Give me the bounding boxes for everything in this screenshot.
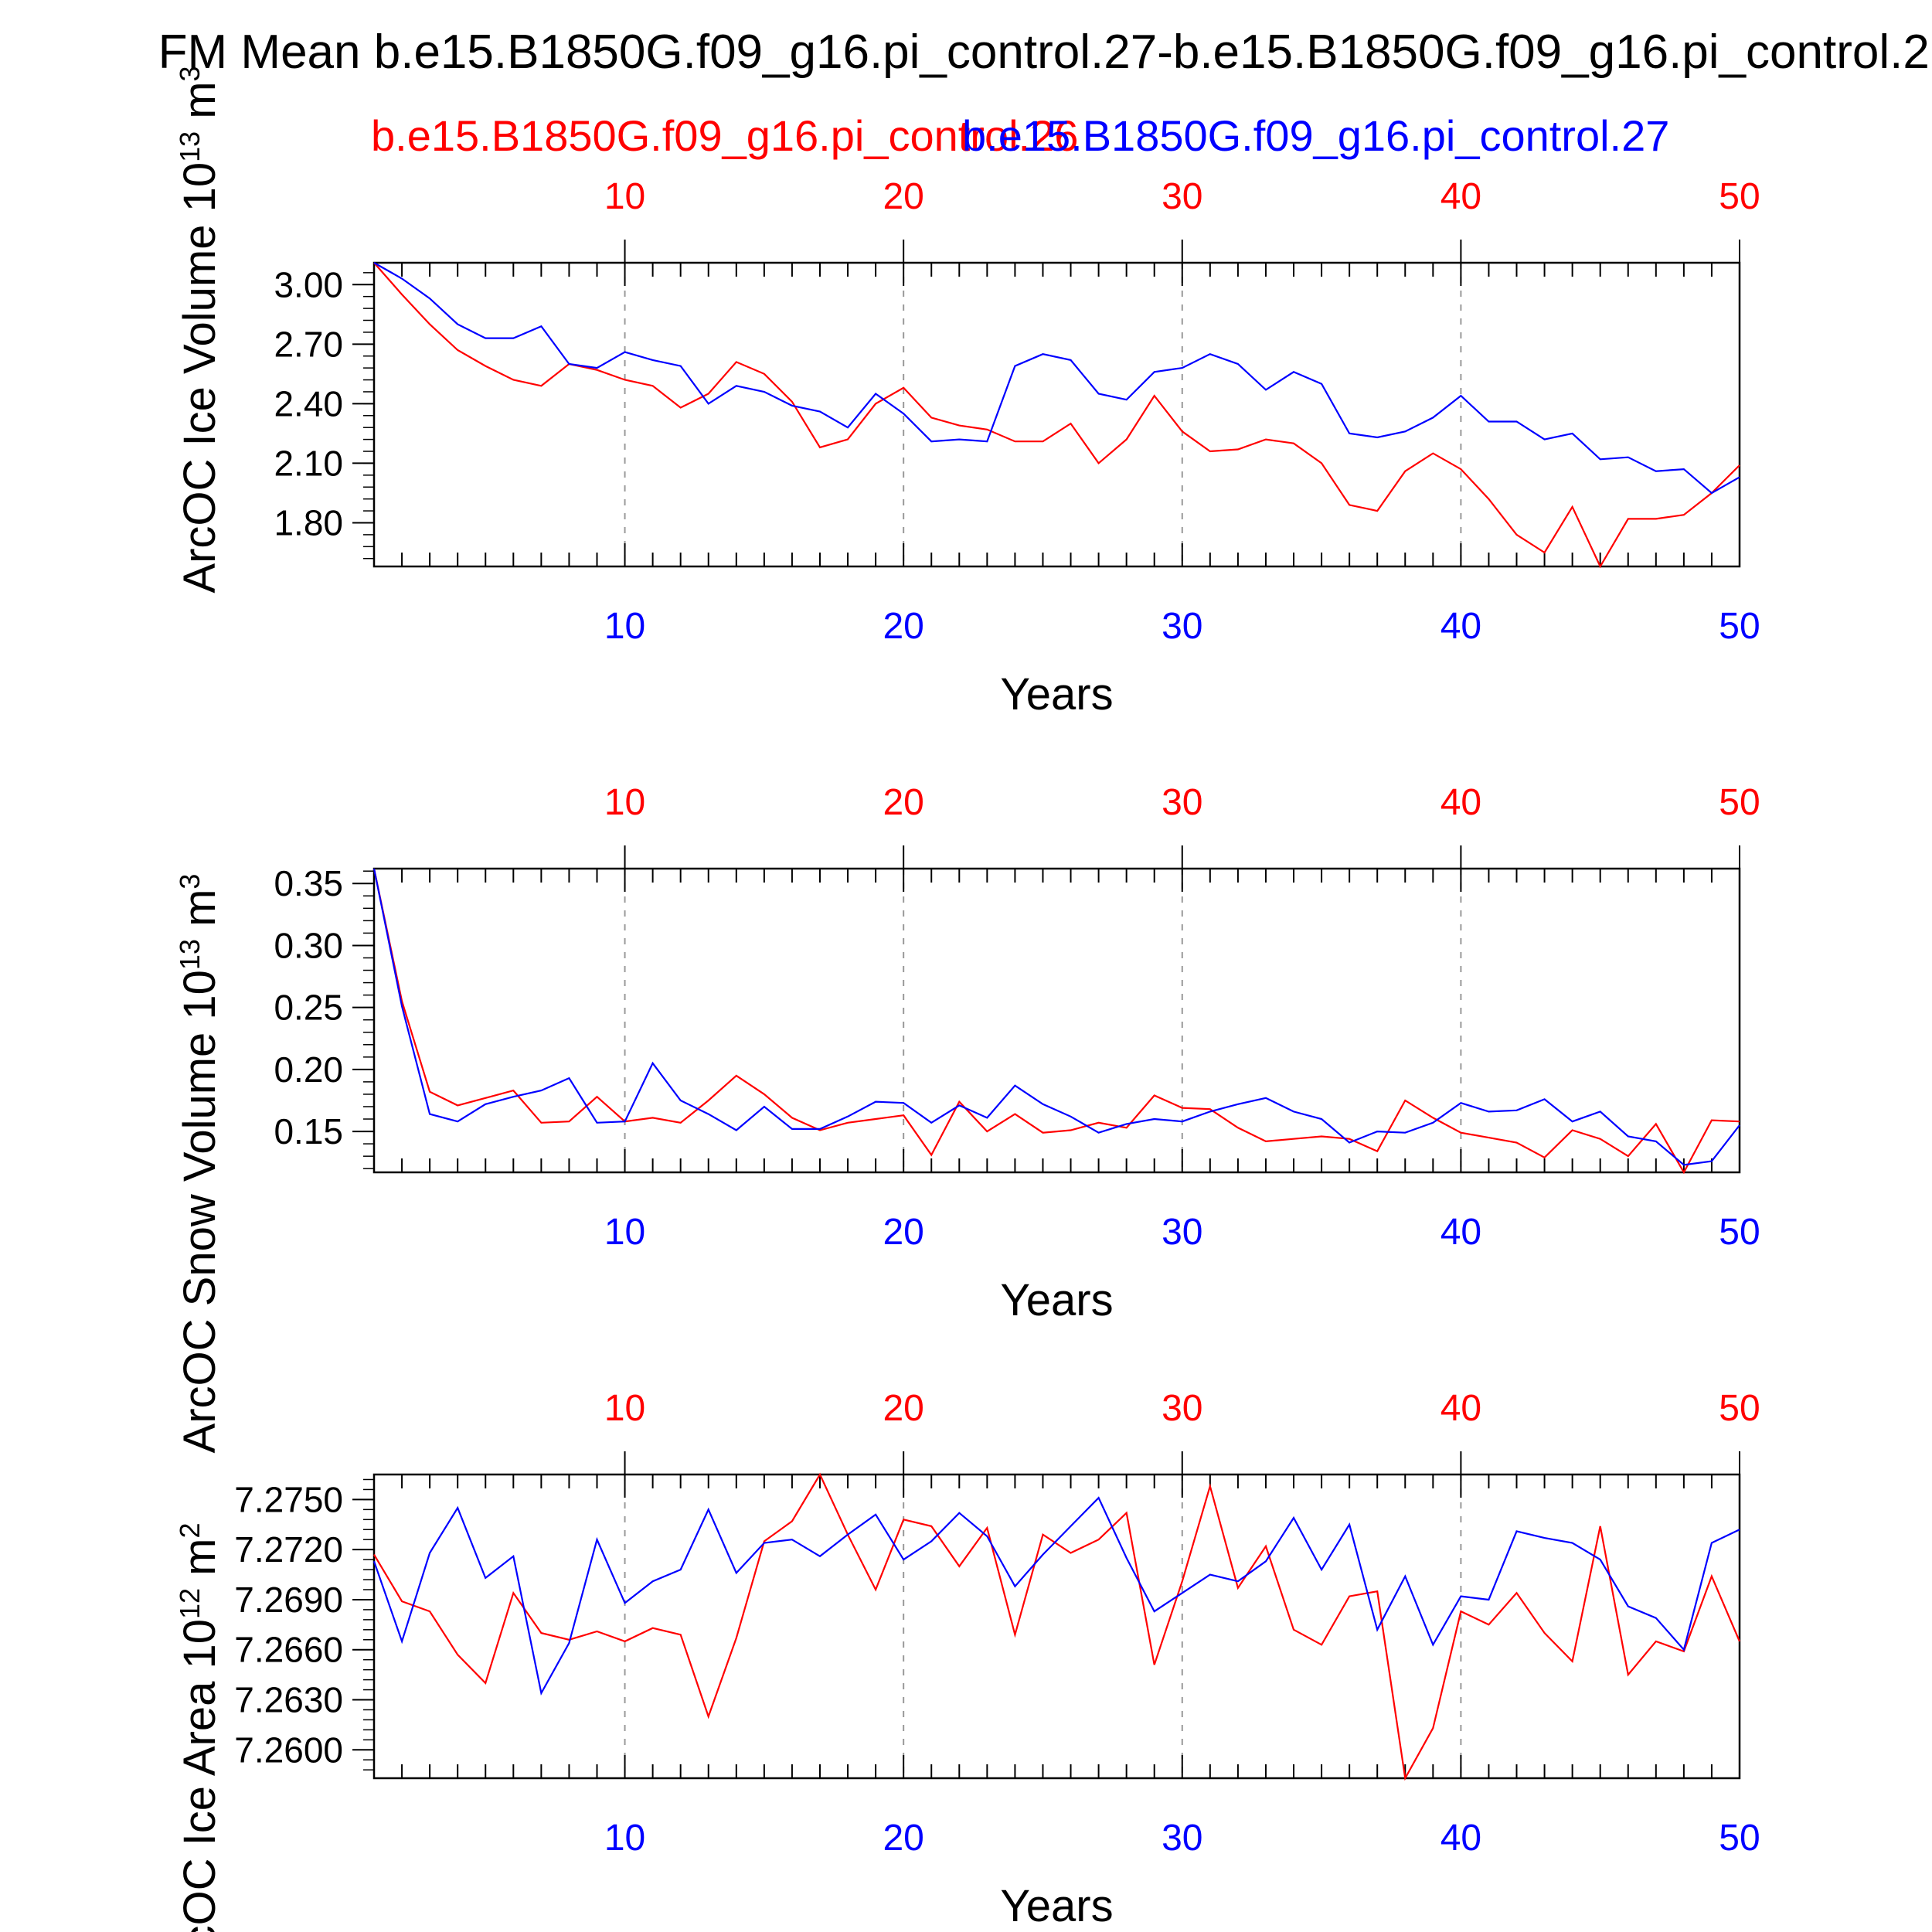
y-tick-label: 1.80 <box>274 502 343 543</box>
x-tick-label-top: 10 <box>604 1388 645 1429</box>
x-tick-label-top: 50 <box>1719 782 1760 823</box>
x-tick-label-top: 30 <box>1162 176 1202 217</box>
y-tick-label: 7.2690 <box>234 1580 343 1620</box>
x-tick-label-top: 50 <box>1719 176 1760 217</box>
y-axis-label: ArcOC Ice Area 1012 m2 <box>174 1522 226 1932</box>
y-tick-label: 3.00 <box>274 264 343 304</box>
x-tick-label-bottom: 10 <box>604 606 645 647</box>
x-tick-label-top: 40 <box>1440 782 1481 823</box>
x-tick-label-top: 30 <box>1162 1388 1202 1429</box>
y-tick-label: 2.10 <box>274 443 343 483</box>
x-axis-label: Years <box>1000 669 1113 719</box>
x-tick-label-top: 10 <box>604 176 645 217</box>
chart-panels: 10 10 20 20 30 30 40 40 50 50 3.00 2.70 2.40 2.10 1.80… <box>174 66 1760 1932</box>
y-tick-label: 7.2600 <box>234 1730 343 1770</box>
x-tick-label-bottom: 30 <box>1162 606 1202 647</box>
x-tick-label-bottom: 30 <box>1162 1818 1202 1859</box>
series-line-blue <box>373 262 1740 495</box>
y-axis-label: ArcOC Ice Volume 1013 m3 <box>174 66 226 593</box>
series-line-blue <box>372 868 1740 1166</box>
x-tick-label-top: 50 <box>1719 1388 1760 1429</box>
y-axis-label: ArcOC Snow Volume 1013 m3 <box>174 874 226 1454</box>
x-tick-label-bottom: 50 <box>1719 606 1760 647</box>
x-tick-label-bottom: 50 <box>1719 1212 1760 1253</box>
y-tick-label: 0.20 <box>274 1049 343 1090</box>
x-tick-label-bottom: 50 <box>1719 1818 1760 1859</box>
x-tick-label-top: 20 <box>883 176 923 217</box>
y-tick-label: 7.2660 <box>234 1630 343 1670</box>
series-line-blue <box>372 1496 1740 1696</box>
y-tick-label: 2.70 <box>274 324 343 364</box>
x-tick-label-top: 20 <box>883 1388 923 1429</box>
x-tick-label-top: 30 <box>1162 782 1202 823</box>
y-tick-label: 7.2750 <box>234 1479 343 1519</box>
plot-frame <box>372 1473 1741 1780</box>
x-tick-label-bottom: 10 <box>604 1212 645 1253</box>
x-tick-label-top: 40 <box>1440 176 1481 217</box>
plot-frame <box>372 261 1741 568</box>
x-tick-label-bottom: 20 <box>883 1818 923 1859</box>
y-tick-label: 2.40 <box>274 383 343 423</box>
x-tick-label-bottom: 10 <box>604 1818 645 1859</box>
x-tick-label-top: 10 <box>604 782 645 823</box>
x-tick-label-top: 20 <box>883 782 923 823</box>
series-line-red <box>372 868 1740 1175</box>
chart-title: FM Mean b.e15.B1850G.f09_g16.pi_control.… <box>158 26 1932 79</box>
x-tick-label-bottom: 40 <box>1440 606 1481 647</box>
x-tick-label-bottom: 30 <box>1162 1212 1202 1253</box>
y-tick-label: 0.30 <box>274 925 343 965</box>
legend-red-label: b.e15.B1850G.f09_g16.pi_control.26 <box>371 111 1078 160</box>
x-tick-label-top: 40 <box>1440 1388 1481 1429</box>
series-line-red <box>373 262 1740 569</box>
y-tick-label: 7.2720 <box>234 1529 343 1570</box>
plot-frame <box>372 867 1741 1174</box>
chart-panel-2: 10 10 20 20 30 30 40 40 50 50 0.35 0.30 0.25 0.20 0.15… <box>174 782 1760 1453</box>
x-axis-label: Years <box>1000 1881 1113 1931</box>
chart-panel-3: 10 10 20 20 30 30 40 40 50 50 7.2750 7.2720 7.2690 7.… <box>174 1388 1760 1932</box>
y-tick-label: 7.2630 <box>234 1680 343 1720</box>
legend-blue-label: b.e15.B1850G.f09_g16.pi_control.27 <box>962 111 1669 160</box>
x-tick-label-bottom: 20 <box>883 1212 923 1253</box>
chart-panel-1: 10 10 20 20 30 30 40 40 50 50 3.00 2.70 2.40 2.10 1.80… <box>174 66 1760 719</box>
y-tick-label: 0.25 <box>274 988 343 1028</box>
y-tick-label: 0.15 <box>274 1111 343 1151</box>
series-line-red <box>373 1472 1741 1781</box>
x-tick-label-bottom: 40 <box>1440 1818 1481 1859</box>
x-axis-label: Years <box>1000 1275 1113 1325</box>
y-tick-label: 0.35 <box>274 863 343 903</box>
x-tick-label-bottom: 40 <box>1440 1212 1481 1253</box>
x-tick-label-bottom: 20 <box>883 606 923 647</box>
